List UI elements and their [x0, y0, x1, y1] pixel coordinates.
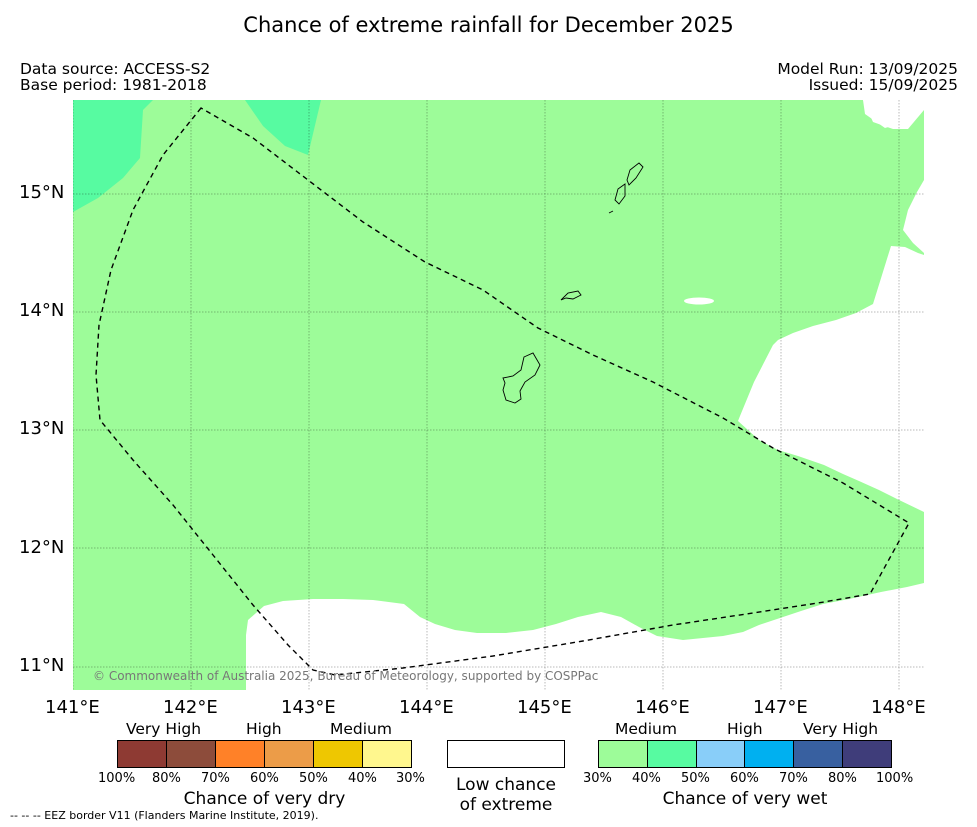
lon-label-148e: 148°E [871, 697, 926, 718]
dry-cat-very-high: Very High [126, 720, 202, 738]
dry-tick-50: 50% [299, 771, 328, 786]
lon-label-142e: 142°E [163, 697, 218, 718]
dry-colorbar [117, 740, 412, 768]
islands [502, 162, 644, 404]
dry-cat-high: High [246, 720, 282, 738]
lon-label-147e: 147°E [753, 697, 808, 718]
model-run-text: Model Run: 13/09/2025 [777, 60, 958, 78]
dry-tick-70: 70% [201, 771, 230, 786]
lat-label-15n: 15°N [19, 182, 65, 203]
eez-border [95, 107, 910, 676]
lat-label-11n: 11°N [19, 655, 65, 676]
dry-swatch-4 [265, 741, 314, 767]
wet-tick-80: 80% [828, 771, 857, 786]
wet-tick-40: 40% [632, 771, 661, 786]
dry-swatch-3 [216, 741, 265, 767]
lon-label-143e: 143°E [281, 697, 336, 718]
high-wet-region-center [245, 100, 321, 155]
low-chance-swatch [447, 740, 565, 768]
lat-label-12n: 12°N [19, 537, 65, 558]
wet-swatch-4 [745, 741, 795, 767]
dry-tick-40: 40% [348, 771, 377, 786]
wet-tick-70: 70% [779, 771, 808, 786]
lon-label-141e: 141°E [45, 697, 100, 718]
high-wet-region-west [73, 100, 153, 212]
lat-label-13n: 13°N [19, 418, 65, 439]
model-info-block: Model Run: 13/09/2025 Issued: 15/09/2025 [777, 61, 958, 93]
lon-label-146e: 146°E [635, 697, 690, 718]
lon-label-144e: 144°E [399, 697, 454, 718]
island-tinian [614, 183, 626, 205]
data-source-text: Data source: ACCESS-S2 [20, 60, 211, 78]
dry-swatch-5 [314, 741, 363, 767]
wet-swatch-6 [843, 741, 891, 767]
medium-wet-region [73, 100, 924, 690]
dry-tick-60: 60% [250, 771, 279, 786]
low-chance-patch-ne [863, 100, 924, 129]
wet-tick-30: 30% [583, 771, 612, 786]
lon-label-145e: 145°E [517, 697, 572, 718]
wet-cat-very-high: Very High [803, 720, 879, 738]
wet-swatch-1 [599, 741, 648, 767]
dry-swatch-1 [118, 741, 167, 767]
wet-colorbar [598, 740, 892, 768]
data-source-block: Data source: ACCESS-S2 Base period: 1981… [20, 61, 210, 93]
dry-tick-80: 80% [152, 771, 181, 786]
dry-swatch-2 [167, 741, 216, 767]
base-period-text: Base period: 1981-2018 [20, 76, 207, 94]
graticule [72, 100, 924, 690]
eez-footnote: -- -- -- EEZ border V11 (Flanders Marine… [10, 809, 319, 822]
dry-legend-title: Chance of very dry [183, 789, 346, 809]
island-rota [560, 290, 582, 301]
island-saipan [626, 162, 644, 186]
low-chance-label-line1: Low chance [456, 775, 556, 795]
dry-swatch-6 [363, 741, 411, 767]
dry-tick-30: 30% [396, 771, 425, 786]
wet-tick-90: 100% [876, 771, 914, 786]
wet-swatch-5 [794, 741, 844, 767]
wet-tick-60: 60% [730, 771, 759, 786]
wet-legend-title: Chance of very wet [662, 789, 828, 809]
dry-cat-medium: Medium [330, 720, 392, 738]
map-title: Chance of extreme rainfall for December … [243, 13, 734, 37]
issued-text: Issued: 15/09/2025 [808, 76, 958, 94]
wet-tick-50: 50% [681, 771, 710, 786]
dry-tick-100: 100% [98, 771, 136, 786]
island-aguijan [608, 210, 614, 214]
wet-cat-medium: Medium [615, 720, 677, 738]
wet-cat-high: High [727, 720, 763, 738]
low-chance-label-line2: of extreme [459, 795, 553, 815]
low-chance-patch-e [903, 180, 924, 253]
island-guam [502, 352, 541, 404]
map-area[interactable]: © Commonwealth of Australia 2025, Bureau… [72, 100, 924, 690]
wet-swatch-2 [647, 741, 697, 767]
low-chance-patch-small [684, 297, 714, 305]
map-svg: © Commonwealth of Australia 2025, Bureau… [72, 100, 924, 690]
wet-swatch-3 [696, 741, 746, 767]
lat-label-14n: 14°N [19, 300, 65, 321]
low-chance-label: Low chance of extreme [437, 775, 575, 815]
copyright-text: © Commonwealth of Australia 2025, Bureau… [93, 669, 598, 683]
